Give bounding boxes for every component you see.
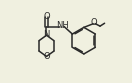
Text: O: O bbox=[43, 52, 50, 61]
Text: O: O bbox=[91, 18, 98, 27]
Text: O: O bbox=[43, 12, 50, 21]
Text: NH: NH bbox=[56, 21, 69, 30]
Text: N: N bbox=[43, 30, 50, 39]
